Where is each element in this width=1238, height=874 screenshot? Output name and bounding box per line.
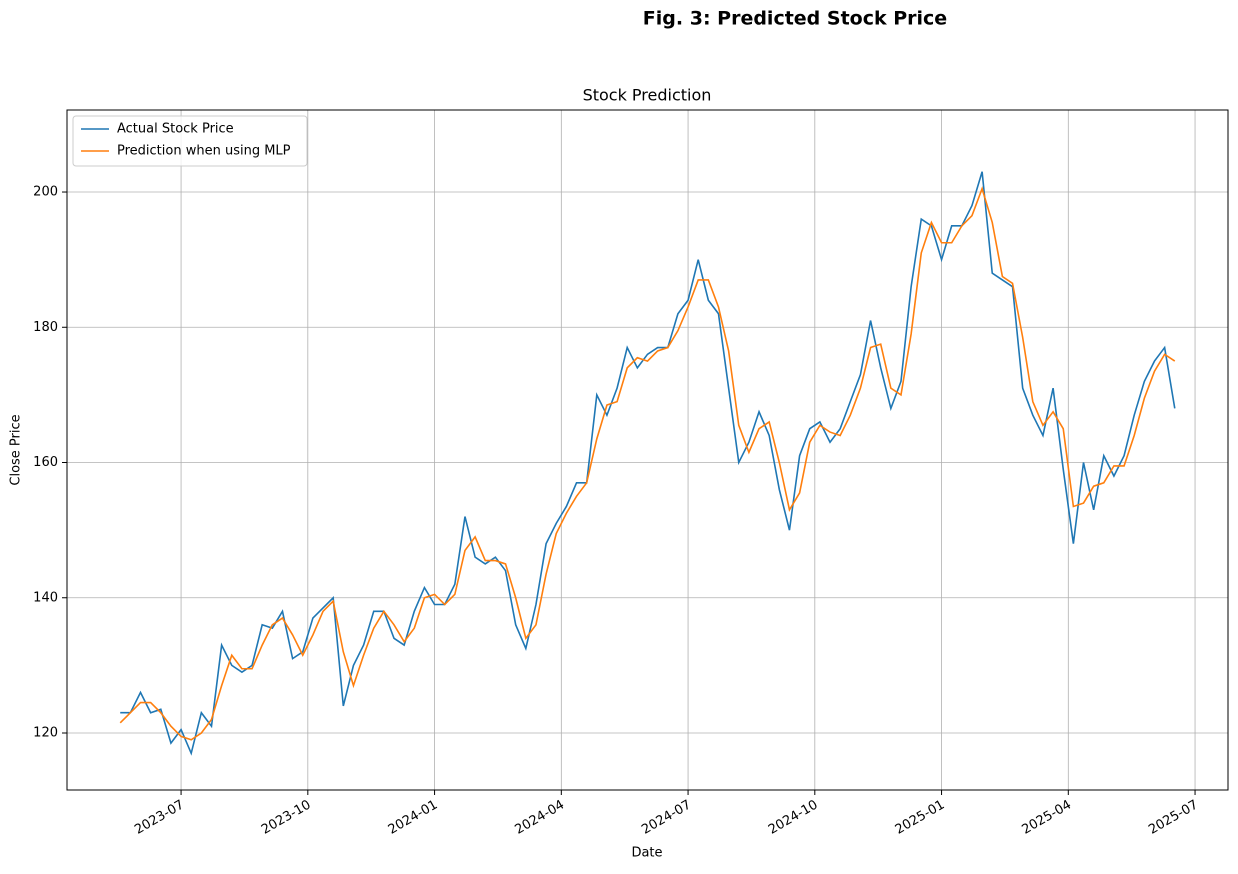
x-tick-label: 2023-07 xyxy=(132,798,187,838)
x-axis-label: Date xyxy=(631,846,662,861)
y-tick-label: 160 xyxy=(33,455,58,470)
x-tick-label: 2024-10 xyxy=(766,798,821,838)
legend-label: Actual Stock Price xyxy=(117,122,234,137)
y-tick-label: 180 xyxy=(33,320,58,335)
x-tick-label: 2025-01 xyxy=(893,798,948,838)
x-tick-label: 2024-07 xyxy=(639,798,694,838)
x-tick-label: 2025-04 xyxy=(1019,798,1074,838)
x-tick-label: 2025-07 xyxy=(1146,798,1201,838)
y-tick-label: 140 xyxy=(33,590,58,605)
legend-box xyxy=(72,115,308,167)
y-tick-label: 200 xyxy=(33,185,58,200)
x-tick-label: 2023-10 xyxy=(259,798,314,838)
x-tick-label: 2024-04 xyxy=(513,798,568,838)
x-tick-label: 2024-01 xyxy=(386,798,441,838)
legend-label: Prediction when using MLP xyxy=(117,144,291,159)
series-line xyxy=(120,171,1176,756)
plot-frame xyxy=(66,109,1229,791)
y-tick-label: 120 xyxy=(33,725,58,740)
chart-title: Stock Prediction xyxy=(583,86,712,105)
series-line xyxy=(119,186,1176,741)
figure-title: Fig. 3: Predicted Stock Price xyxy=(643,8,947,30)
y-axis-label: Close Price xyxy=(9,414,24,485)
